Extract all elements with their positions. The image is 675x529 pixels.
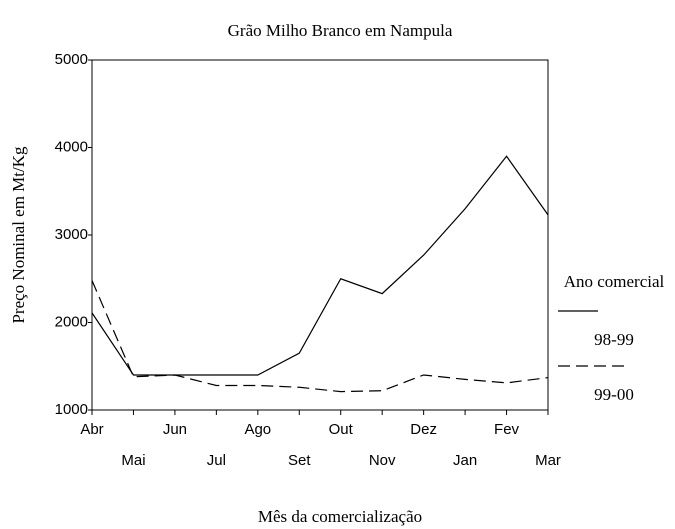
- series-line: [91, 155, 549, 376]
- x-tick-label: Fev: [494, 421, 520, 438]
- chart-title: Grão Milho Branco em Nampula: [228, 21, 453, 40]
- x-tick-label: Jul: [207, 452, 226, 469]
- y-tick-label: 1000: [55, 401, 88, 418]
- x-tick-label: Nov: [369, 452, 396, 469]
- x-tick-label: Jun: [163, 421, 187, 438]
- legend-label: 98-99: [594, 330, 634, 349]
- y-tick-label: 2000: [55, 313, 88, 330]
- x-tick-label: Mai: [121, 452, 145, 469]
- x-tick-label: Mar: [535, 452, 561, 469]
- series-line: [91, 280, 549, 393]
- y-tick-label: 5000: [55, 51, 88, 68]
- x-tick-label: Ago: [244, 421, 271, 438]
- x-tick-label: Abr: [80, 421, 103, 438]
- x-tick-label: Dez: [410, 421, 437, 438]
- y-tick-label: 3000: [55, 226, 88, 243]
- x-tick-label: Jan: [453, 452, 477, 469]
- x-tick-label: Set: [288, 452, 311, 469]
- y-axis-label: Preço Nominal em Mt/Kg: [9, 146, 28, 324]
- legend-title: Ano comercial: [564, 272, 665, 291]
- x-axis-label: Mês da comercialização: [258, 507, 422, 526]
- y-tick-label: 4000: [55, 138, 88, 155]
- legend-label: 99-00: [594, 385, 634, 404]
- plot-frame: [91, 59, 549, 411]
- x-tick-label: Out: [329, 421, 354, 438]
